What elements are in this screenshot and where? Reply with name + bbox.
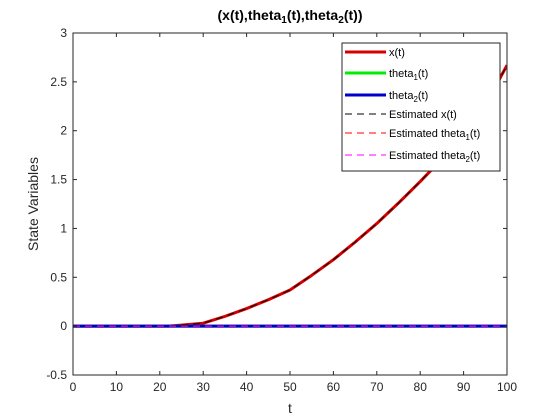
legend: x(t)theta1(t)theta2(t)Estimated x(t)Esti… — [341, 42, 501, 172]
chart-title-group: (x(t),theta1(t),theta2(t)) — [218, 7, 363, 26]
y-tick-label: 1 — [60, 221, 67, 235]
text-part: Estimated theta — [389, 128, 466, 140]
y-tick-label: 2 — [60, 124, 67, 138]
legend-label-theta2: theta2(t) — [389, 90, 428, 104]
x-tick-label: 80 — [414, 380, 428, 394]
text-part: (t) — [470, 150, 480, 162]
text-part: (t)) — [344, 7, 363, 23]
text-part: (t) — [418, 68, 428, 80]
axes: 0 10 20 30 40 50 60 70 80 90 100-0.500.511.522.53t… — [25, 26, 517, 416]
text-part: theta — [389, 68, 414, 80]
subscript-text: 2 — [338, 15, 344, 26]
y-tick-label: 3 — [60, 26, 67, 40]
legend-label-theta1: theta1(t) — [389, 68, 428, 82]
x-tick-label: 50 — [283, 380, 297, 394]
chart-title: (x(t),theta1(t),theta2(t)) — [218, 7, 363, 26]
subscript-text: 1 — [465, 133, 470, 142]
y-tick-label: -0.5 — [46, 368, 67, 382]
text-part: x(t) — [389, 47, 405, 59]
subscript-text: 1 — [281, 15, 287, 26]
x-axis-label: t — [288, 400, 292, 416]
text-part: (x(t),theta — [218, 7, 282, 23]
x-tick-label: 60 — [327, 380, 341, 394]
subscript-text: 2 — [465, 155, 469, 164]
y-tick-label: 1.5 — [50, 173, 67, 187]
x-tick-label: 70 — [370, 380, 384, 394]
text-part: (t) — [470, 128, 480, 140]
x-tick-label: 100 — [497, 380, 517, 394]
legend-label-x: x(t) — [389, 47, 405, 59]
text-part: theta — [389, 90, 414, 102]
legend-box — [341, 42, 501, 172]
text-part: (t) — [418, 90, 428, 102]
subscript-text: 1 — [413, 73, 418, 82]
y-tick-label: 0.5 — [50, 270, 67, 284]
y-tick-label: 2.5 — [50, 75, 67, 89]
text-part: Estimated x(t) — [389, 109, 457, 121]
y-tick-label: 0 — [60, 319, 67, 333]
y-axis-label: State Variables — [25, 157, 41, 251]
text-part: (t),theta — [287, 7, 339, 23]
x-tick-label: 40 — [240, 380, 254, 394]
x-tick-label: 30 — [197, 380, 211, 394]
legend-label-x_est: Estimated x(t) — [389, 109, 457, 121]
legend-label-theta1_est: Estimated theta1(t) — [389, 128, 480, 142]
x-tick-label: 0 — [70, 380, 77, 394]
x-tick-label: 10 — [110, 380, 124, 394]
x-tick-label: 20 — [153, 380, 167, 394]
text-part: Estimated theta — [389, 150, 466, 162]
subscript-text: 2 — [413, 95, 417, 104]
legend-label-theta2_est: Estimated theta2(t) — [389, 150, 480, 164]
x-tick-label: 90 — [457, 380, 471, 394]
